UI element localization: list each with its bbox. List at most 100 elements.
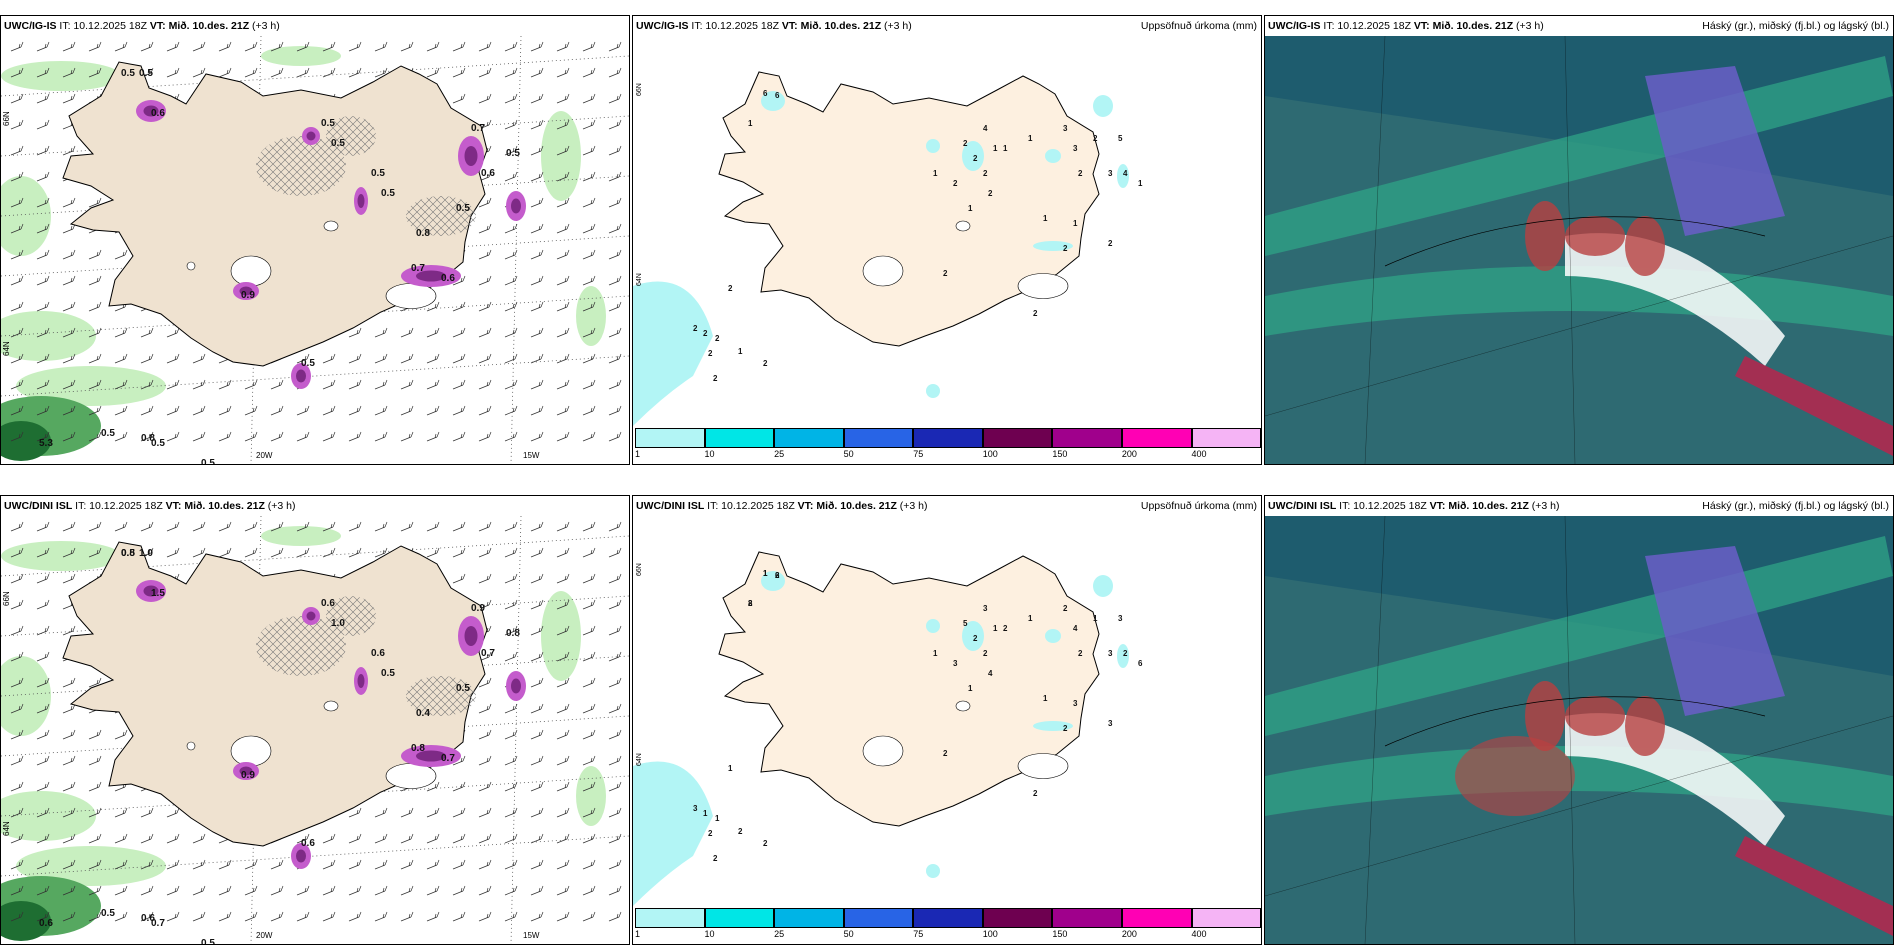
precip-value-label: 4 (988, 669, 993, 678)
precip-value-label: 1 (763, 569, 768, 578)
precip-value-label: 0.5 (151, 438, 165, 449)
precip-value-label: 0.8 (416, 228, 430, 239)
precip-value-label: 2 (763, 839, 768, 848)
colorbar-swatch (843, 908, 914, 928)
panel-header: UWC/DINI ISL IT: 10.12.2025 18Z VT: Mið.… (1265, 496, 1893, 516)
precip-value-label: 4 (983, 124, 988, 133)
panel-dini-precip: UWC/DINI ISL IT: 10.12.2025 18Z VT: Mið.… (632, 495, 1262, 945)
precip-value-label: 2 (713, 854, 718, 863)
init-time: IT: 10.12.2025 18Z (1323, 20, 1411, 32)
precip-value-label: 0.7 (151, 918, 165, 929)
valid-time: Mið. 10.des. 21Z (1448, 500, 1529, 512)
colorbar-tick-label: 150 (1052, 449, 1068, 459)
colorbar-tick-label: 1 (635, 449, 641, 459)
colorbar-tick-label: 200 (1121, 929, 1137, 939)
precip-value-label: 2 (983, 649, 988, 658)
precip-value-label: 2 (1063, 244, 1068, 253)
cloud-map (1265, 516, 1893, 944)
precip-value-label: 0.7 (481, 648, 495, 659)
precip-value-label: 2 (953, 179, 958, 188)
latitude-label: 64N (636, 273, 643, 286)
precip-value-label: 2 (943, 749, 948, 758)
colorbar-swatch (774, 428, 844, 448)
latitude-label: 64N (636, 753, 643, 766)
precip-value-label: 1 (715, 814, 720, 823)
model-name: UWC/IG-IS (1268, 20, 1321, 32)
precip-value-label: 2 (748, 599, 753, 608)
precip-value-label: 3 (1108, 719, 1113, 728)
lead-time: (+3 h) (267, 500, 296, 512)
precip-value-label: 0.5 (321, 118, 335, 129)
precip-value-label: 0.5 (371, 168, 385, 179)
precip-value-label: 1.0 (331, 618, 345, 629)
precip-value-label: 8 (748, 599, 753, 608)
precip-value-label: 2 (1063, 604, 1068, 613)
latitude-label: 66N (636, 83, 643, 96)
colorbar (635, 428, 1261, 448)
colorbar-tick-label: 400 (1191, 929, 1207, 939)
panel-dini-wind: UWC/DINI ISL IT: 10.12.2025 18Z VT: Mið.… (0, 495, 630, 945)
precip-value-label: 0.9 (471, 603, 485, 614)
colorbar-swatch (843, 428, 914, 448)
colorbar-swatch (1121, 908, 1192, 928)
precip-value-label: 3 (1063, 124, 1068, 133)
colorbar-swatch (913, 428, 983, 448)
valid-time: Mið. 10.des. 21Z (800, 20, 882, 32)
precip-value-label: 6 (1138, 659, 1143, 668)
lead-time: (+3 h) (1516, 20, 1544, 32)
init-time: IT: 10.12.2025 18Z (707, 500, 795, 512)
valid-time: Mið. 10.des. 21Z (1432, 20, 1514, 32)
panel-title: Uppsöfnuð úrkoma (mm) (1140, 500, 1257, 512)
precip-value-label: 0.8 (121, 548, 135, 559)
colorbar-ticks: 1 10 25 50 75 100 150 200 400 (635, 929, 1261, 942)
colorbar (635, 908, 1261, 928)
precip-value-label: 5 (963, 619, 968, 628)
precip-value-label: 0.5 (506, 148, 520, 159)
colorbar-swatch (982, 908, 1053, 928)
model-name: UWC/IG-IS (636, 20, 689, 32)
precip-value-label: 0.5 (456, 203, 470, 214)
colorbar-tick-label: 150 (1052, 929, 1068, 939)
latitude-label: 66N (636, 563, 643, 576)
precip-value-label: 0.5 (301, 358, 315, 369)
longitude-label: 20W (256, 931, 273, 940)
precip-value-label: 3 (1073, 699, 1078, 708)
precip-value-label: 2 (715, 334, 720, 343)
colorbar-ticks: 1 10 25 50 75 100 150 200 400 (635, 449, 1261, 462)
cloud-map (1265, 36, 1893, 464)
precip-value-label: 0.5 (201, 938, 215, 944)
precip-value-label: 0.7 (411, 263, 425, 274)
precip-value-label: 4 (1123, 169, 1128, 178)
colorbar-swatch (1191, 908, 1261, 928)
panel-header: UWC/IG-IS IT: 10.12.2025 18Z VT: Mið. 10… (1, 16, 629, 36)
panel-title: Uppsöfnuð úrkoma (mm) (1140, 20, 1257, 32)
precip-value-label: 3 (1118, 614, 1123, 623)
precip-value-label: 2 (693, 324, 698, 333)
colorbar-tick-label: 10 (704, 449, 715, 459)
precip-value-label: 0.6 (371, 648, 385, 659)
precip-value-label: 1 (1028, 134, 1033, 143)
precip-value-label: 0.5 (121, 548, 135, 559)
precip-value-label: 2 (1078, 649, 1083, 658)
colorbar-tick-label: 75 (913, 929, 924, 939)
precip-value-label: 1 (968, 684, 973, 693)
precip-value-label: 3 (693, 804, 698, 813)
precip-value-label: 1 (993, 624, 998, 633)
precip-value-label: 1 (738, 347, 743, 356)
precip-value-label: 2 (1093, 134, 1098, 143)
precip-value-label: 0.6 (481, 168, 495, 179)
precip-value-label: 2 (708, 349, 713, 358)
wind-precip-map: 0.5 1.01.50.61.00.90.80.70.60.50.90.60.80… (1, 516, 629, 944)
precip-value-label: 1 (703, 809, 708, 818)
precip-value-label: 1 (1138, 179, 1143, 188)
precip-value-label: 3 (983, 604, 988, 613)
precip-value-label: 0.5 (201, 458, 215, 464)
precip-value-label: 2 (713, 374, 718, 383)
precip-value-label: 0.8 (141, 433, 155, 444)
colorbar-tick-label: 50 (843, 449, 854, 459)
lead-time: (+3 h) (899, 500, 928, 512)
precip-value-label: 0.5 (381, 188, 395, 199)
precip-value-label: 2 (708, 829, 713, 838)
vt-label: VT: (1413, 20, 1430, 32)
colorbar-swatch (704, 908, 775, 928)
